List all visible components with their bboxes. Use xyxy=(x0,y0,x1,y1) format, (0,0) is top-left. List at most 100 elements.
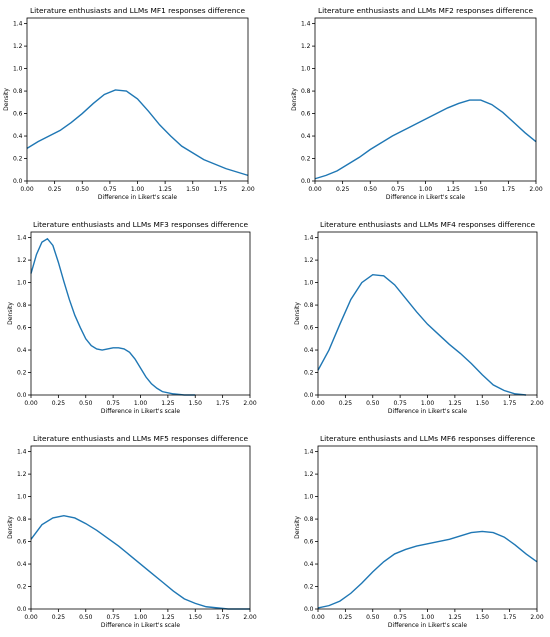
y-tick-label: 0.4 xyxy=(301,133,311,140)
y-tick-label: 0.2 xyxy=(17,370,27,377)
x-tick-label: 1.75 xyxy=(503,400,517,407)
y-tick-label: 0.4 xyxy=(17,561,27,568)
x-tick-label: 2.00 xyxy=(243,614,257,621)
chart-panel-mf6: Literature enthusiasts and LLMs MF6 resp… xyxy=(294,434,544,629)
x-tick-label: 1.25 xyxy=(446,186,460,193)
x-tick-label: 0.75 xyxy=(106,400,120,407)
x-tick-label: 1.75 xyxy=(502,186,516,193)
x-tick-label: 1.75 xyxy=(503,614,517,621)
y-tick-label: 0.0 xyxy=(304,606,314,613)
y-tick-label: 1.0 xyxy=(304,494,314,501)
density-curve xyxy=(314,99,537,180)
x-tick-label: 0.00 xyxy=(20,186,34,193)
x-tick-label: 1.50 xyxy=(474,186,488,193)
chart-panel-mf1: Literature enthusiasts and LLMs MF1 resp… xyxy=(3,6,255,201)
x-tick-label: 1.00 xyxy=(134,614,148,621)
y-axis-label: Density xyxy=(294,302,301,325)
y-tick-label: 0.2 xyxy=(301,156,311,163)
axes-frame xyxy=(30,445,251,610)
x-tick-label: 1.00 xyxy=(419,186,433,193)
x-tick-label: 1.50 xyxy=(189,400,203,407)
y-tick-label: 0.4 xyxy=(304,347,314,354)
y-tick-label: 0.6 xyxy=(301,111,311,118)
x-tick-label: 0.50 xyxy=(364,186,378,193)
x-tick-label: 0.50 xyxy=(79,400,93,407)
y-axis-label: Density xyxy=(7,516,14,539)
y-tick-label: 0.6 xyxy=(17,539,27,546)
x-tick-label: 0.75 xyxy=(393,614,407,621)
x-axis-label: Difference in Likert's scale xyxy=(388,622,467,629)
y-tick-label: 1.4 xyxy=(17,449,27,456)
x-tick-label: 2.00 xyxy=(530,400,544,407)
y-axis-label: Density xyxy=(7,302,14,325)
y-tick-label: 0.0 xyxy=(301,178,311,185)
x-tick-label: 1.00 xyxy=(421,614,435,621)
x-tick-label: 1.25 xyxy=(158,186,172,193)
y-tick-label: 0.8 xyxy=(301,88,311,95)
y-tick-label: 1.2 xyxy=(301,43,311,50)
y-tick-label: 0.8 xyxy=(13,88,23,95)
chart-panel-mf3: Literature enthusiasts and LLMs MF3 resp… xyxy=(7,220,257,415)
y-tick-label: 0.2 xyxy=(13,156,23,163)
chart-panel-mf4: Literature enthusiasts and LLMs MF4 resp… xyxy=(294,220,544,415)
x-tick-label: 1.25 xyxy=(448,400,462,407)
x-tick-label: 0.25 xyxy=(336,186,350,193)
y-tick-label: 0.0 xyxy=(17,392,27,399)
y-tick-label: 0.8 xyxy=(304,302,314,309)
density-curve xyxy=(317,273,527,396)
y-tick-label: 0.6 xyxy=(13,111,23,118)
y-tick-label: 1.4 xyxy=(13,21,23,28)
y-tick-label: 1.0 xyxy=(13,66,23,73)
x-tick-label: 0.75 xyxy=(393,400,407,407)
x-tick-label: 0.00 xyxy=(24,400,38,407)
y-tick-label: 0.4 xyxy=(17,347,27,354)
y-tick-label: 0.2 xyxy=(304,370,314,377)
y-tick-label: 1.0 xyxy=(17,280,27,287)
axes-frame xyxy=(30,231,251,396)
x-tick-label: 0.50 xyxy=(366,614,380,621)
y-tick-label: 0.6 xyxy=(304,539,314,546)
x-tick-label: 1.75 xyxy=(216,400,230,407)
x-tick-label: 0.75 xyxy=(106,614,120,621)
y-tick-label: 1.4 xyxy=(301,21,311,28)
density-curve xyxy=(30,514,250,610)
x-axis-label: Difference in Likert's scale xyxy=(101,408,180,415)
x-tick-label: 0.75 xyxy=(391,186,405,193)
density-curve xyxy=(317,530,538,609)
chart-title: Literature enthusiasts and LLMs MF2 resp… xyxy=(318,6,533,15)
chart-title: Literature enthusiasts and LLMs MF3 resp… xyxy=(33,220,248,229)
x-tick-label: 1.50 xyxy=(476,614,490,621)
axes-frame xyxy=(314,17,537,182)
y-tick-label: 1.4 xyxy=(304,235,314,242)
density-curve xyxy=(26,89,249,177)
y-tick-label: 1.2 xyxy=(304,471,314,478)
x-tick-label: 1.25 xyxy=(448,614,462,621)
x-tick-label: 0.25 xyxy=(339,400,353,407)
x-axis-label: Difference in Likert's scale xyxy=(386,194,465,201)
chart-title: Literature enthusiasts and LLMs MF6 resp… xyxy=(320,434,535,443)
x-tick-label: 1.00 xyxy=(131,186,145,193)
chart-panel-mf5: Literature enthusiasts and LLMs MF5 resp… xyxy=(7,434,257,629)
x-tick-label: 0.00 xyxy=(308,186,322,193)
x-tick-label: 0.00 xyxy=(311,400,325,407)
x-tick-label: 1.75 xyxy=(216,614,230,621)
y-tick-label: 1.2 xyxy=(304,257,314,264)
y-tick-label: 1.2 xyxy=(13,43,23,50)
x-axis-label: Difference in Likert's scale xyxy=(388,408,467,415)
x-tick-label: 0.00 xyxy=(311,614,325,621)
x-tick-label: 0.50 xyxy=(79,614,93,621)
x-tick-label: 1.25 xyxy=(161,614,175,621)
chart-title: Literature enthusiasts and LLMs MF1 resp… xyxy=(30,6,245,15)
x-axis-label: Difference in Likert's scale xyxy=(98,194,177,201)
y-axis-label: Density xyxy=(291,88,298,111)
y-tick-label: 0.0 xyxy=(13,178,23,185)
chart-title: Literature enthusiasts and LLMs MF4 resp… xyxy=(320,220,535,229)
y-tick-label: 0.8 xyxy=(304,516,314,523)
x-tick-label: 2.00 xyxy=(243,400,257,407)
x-tick-label: 1.50 xyxy=(476,400,490,407)
x-tick-label: 1.50 xyxy=(186,186,200,193)
y-tick-label: 0.8 xyxy=(17,302,27,309)
y-tick-label: 1.0 xyxy=(301,66,311,73)
y-tick-label: 0.4 xyxy=(13,133,23,140)
x-tick-label: 0.75 xyxy=(103,186,117,193)
